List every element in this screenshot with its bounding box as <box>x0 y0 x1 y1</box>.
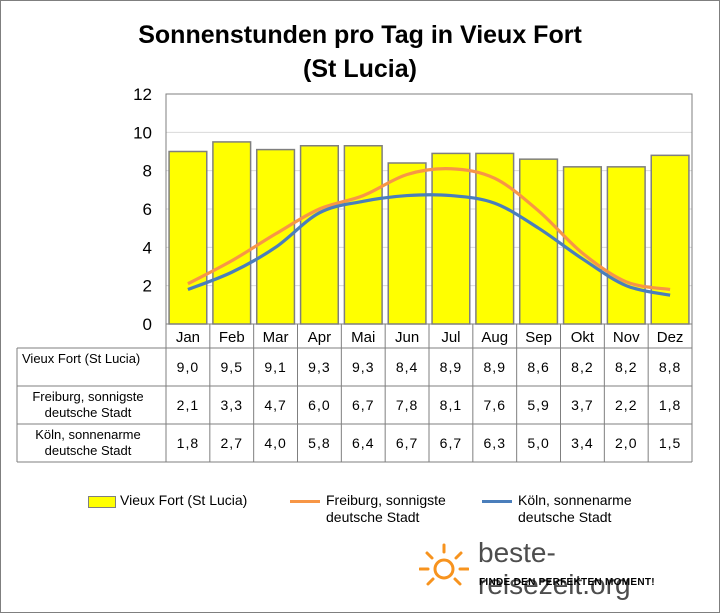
table-row-vieux-fort-label: Vieux Fort (St Lucia) <box>22 351 140 366</box>
data-label: 6,7 <box>352 397 374 413</box>
data-label: 6,0 <box>308 397 330 413</box>
data-label: 4,0 <box>264 435 286 451</box>
bar <box>387 162 427 325</box>
x-tick-label: Okt <box>571 329 595 346</box>
data-label: 8,8 <box>659 359 681 375</box>
x-tick-label: Jun <box>395 329 419 346</box>
y-tick-label: 10 <box>133 123 152 142</box>
data-label: 2,1 <box>177 397 199 413</box>
legend-item-vieux-fort: Vieux Fort (St Lucia) <box>88 492 247 509</box>
data-label: 8,9 <box>484 359 506 375</box>
sun-icon <box>419 543 469 586</box>
x-tick-label: Feb <box>219 329 245 346</box>
data-label: 1,5 <box>659 435 681 451</box>
bar <box>299 145 340 325</box>
y-tick-label: 4 <box>143 238 152 257</box>
x-tick-label: Apr <box>308 329 331 346</box>
bar <box>518 158 559 325</box>
data-label: 2,7 <box>221 435 243 451</box>
data-label: 6,4 <box>352 435 374 451</box>
x-tick-label: Mai <box>351 329 375 346</box>
data-label: 1,8 <box>659 397 681 413</box>
data-label: 8,6 <box>527 359 549 375</box>
bar <box>431 152 471 325</box>
table-row-freiburg-label: deutsche Stadt <box>45 405 132 420</box>
chart-title: Sonnenstunden pro Tag in Vieux Fort (St … <box>0 18 720 86</box>
legend-label-koeln-line-1: Köln, sonnenarme <box>518 492 632 508</box>
data-label: 9,3 <box>352 359 374 375</box>
data-label: 6,7 <box>396 435 418 451</box>
data-label: 9,5 <box>221 359 243 375</box>
y-tick-label: 0 <box>143 315 152 334</box>
data-label: 9,1 <box>264 359 286 375</box>
data-label: 5,0 <box>527 435 549 451</box>
data-label: 8,1 <box>440 397 462 413</box>
bar <box>650 154 690 325</box>
bar <box>343 145 383 325</box>
data-label: 2,2 <box>615 397 637 413</box>
brand-slogan: FINDE DEN PERFEKTEN MOMENT! <box>479 577 655 588</box>
bar <box>606 166 646 325</box>
data-label: 8,9 <box>440 359 462 375</box>
y-tick-label: 6 <box>143 200 152 219</box>
x-tick-label: Aug <box>481 329 508 346</box>
data-label: 7,6 <box>484 397 506 413</box>
legend-label-freiburg: Freiburg, sonnigste deutsche Stadt <box>326 492 446 526</box>
x-tick-label: Jan <box>176 329 200 346</box>
legend-label-koeln-line-2: deutsche Stadt <box>518 509 612 525</box>
data-label: 2,0 <box>615 435 637 451</box>
legend-item-freiburg: Freiburg, sonnigste deutsche Stadt <box>290 492 446 526</box>
table-row-koeln-label: deutsche Stadt <box>45 443 132 458</box>
brand-logo[interactable]: beste-reisezeit.org FINDE DEN PERFEKTEN … <box>415 535 705 600</box>
legend-label-vieux-fort: Vieux Fort (St Lucia) <box>120 492 248 508</box>
bar <box>168 150 208 325</box>
bar <box>475 152 515 325</box>
legend-label-koeln: Köln, sonnenarme deutsche Stadt <box>518 492 632 526</box>
data-label: 8,2 <box>615 359 637 375</box>
x-tick-label: Mar <box>263 329 289 346</box>
legend-label-freiburg-line-1: Freiburg, sonnigste <box>326 492 446 508</box>
x-tick-label: Sep <box>525 329 552 346</box>
chart-title-line-2: (St Lucia) <box>303 55 417 83</box>
bar <box>212 141 252 325</box>
data-label: 5,9 <box>527 397 549 413</box>
legend-item-koeln: Köln, sonnenarme deutsche Stadt <box>482 492 632 526</box>
bar <box>562 166 603 325</box>
line-freiburg <box>187 167 671 292</box>
legend: Vieux Fort (St Lucia) Freiburg, sonnigst… <box>0 490 720 530</box>
data-label: 8,4 <box>396 359 418 375</box>
data-label: 5,8 <box>308 435 330 451</box>
table-row-freiburg-label: Freiburg, sonnigste <box>32 389 143 404</box>
y-tick-label: 8 <box>143 162 152 181</box>
legend-label-freiburg-line-2: deutsche Stadt <box>326 509 420 525</box>
data-label: 3,3 <box>221 397 243 413</box>
data-label: 3,7 <box>571 397 593 413</box>
data-label: 6,7 <box>440 435 462 451</box>
brand-name: beste-reisezeit.org <box>478 537 631 600</box>
data-label: 4,7 <box>264 397 286 413</box>
data-label: 1,8 <box>177 435 199 451</box>
data-label: 6,3 <box>484 435 506 451</box>
x-tick-label: Jul <box>441 329 460 346</box>
legend-swatch-freiburg <box>290 500 320 503</box>
legend-swatch-koeln <box>482 500 512 503</box>
data-label: 9,0 <box>177 359 199 375</box>
y-tick-label: 12 <box>133 85 152 104</box>
x-tick-label: Dez <box>657 329 684 346</box>
chart-title-line-1: Sonnenstunden pro Tag in Vieux Fort <box>138 21 582 49</box>
data-label: 7,8 <box>396 397 418 413</box>
line-koeln <box>187 193 671 297</box>
data-label: 3,4 <box>571 435 593 451</box>
data-label: 9,3 <box>308 359 330 375</box>
table-row-koeln-label: Köln, sonnenarme <box>35 427 141 442</box>
data-label: 8,2 <box>571 359 593 375</box>
y-tick-label: 2 <box>143 277 152 296</box>
legend-swatch-vieux-fort <box>88 496 116 508</box>
x-tick-label: Nov <box>613 329 640 346</box>
